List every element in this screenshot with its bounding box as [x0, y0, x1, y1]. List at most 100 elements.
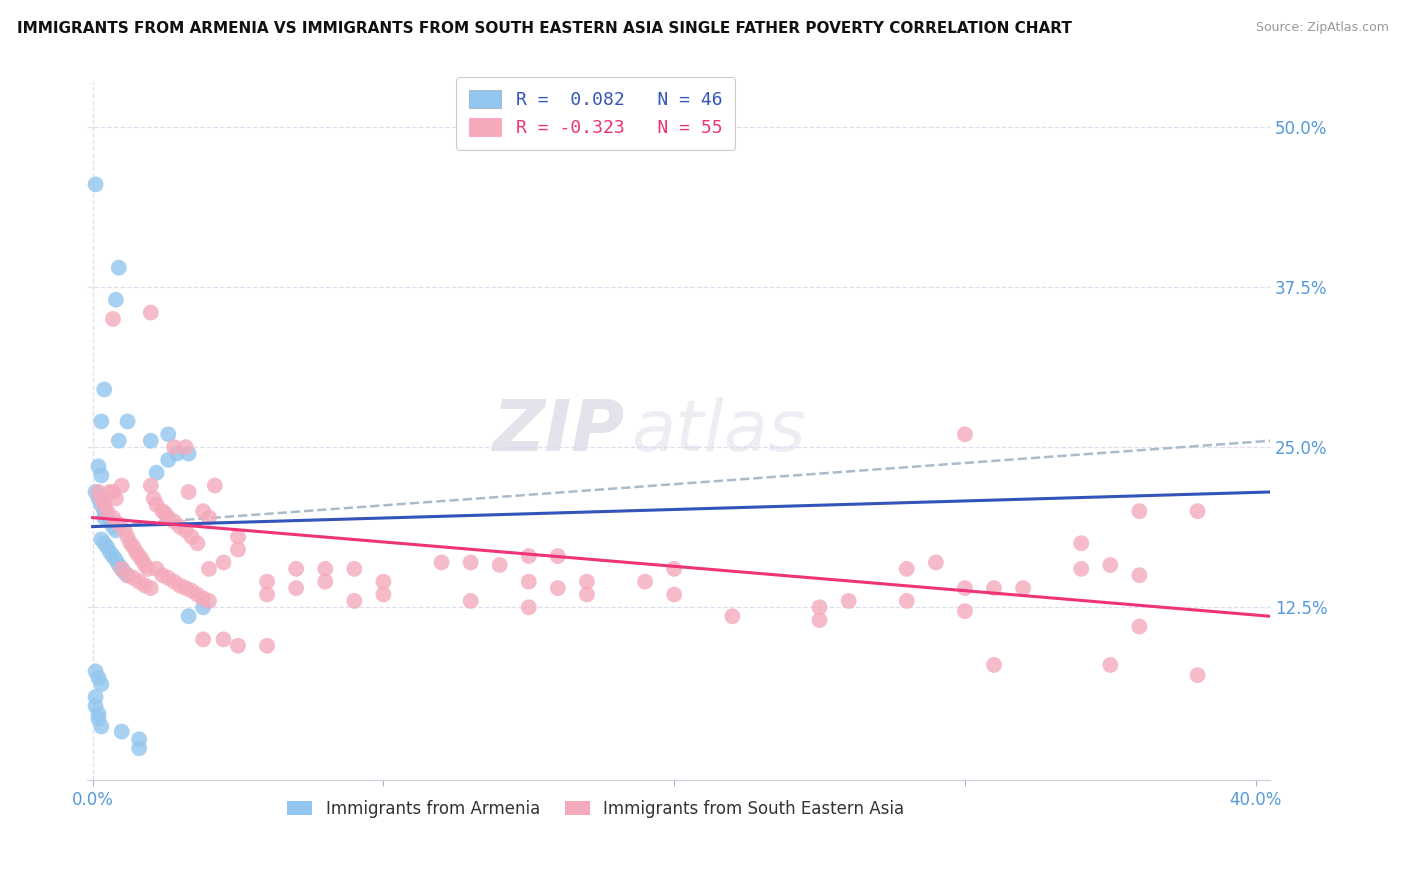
Point: [134, 578, 156, 592]
Point: [108, 434, 131, 448]
Point: [1070, 562, 1092, 576]
Point: [1187, 504, 1209, 518]
Point: [186, 587, 208, 601]
Point: [128, 549, 150, 563]
Point: [145, 466, 167, 480]
Point: [547, 581, 569, 595]
Point: [136, 562, 159, 576]
Point: [101, 549, 124, 563]
Point: [163, 574, 186, 589]
Point: [84, 698, 107, 713]
Point: [226, 530, 249, 544]
Point: [111, 724, 134, 739]
Point: [84, 690, 107, 704]
Point: [117, 530, 139, 544]
Point: [198, 562, 221, 576]
Point: [174, 581, 197, 595]
Point: [142, 491, 165, 506]
Point: [1187, 668, 1209, 682]
Point: [139, 434, 162, 448]
Point: [191, 600, 214, 615]
Point: [174, 440, 197, 454]
Point: [953, 427, 976, 442]
Point: [373, 574, 395, 589]
Point: [87, 712, 110, 726]
Point: [373, 587, 395, 601]
Point: [177, 609, 200, 624]
Point: [488, 558, 510, 572]
Point: [163, 440, 186, 454]
Point: [128, 732, 150, 747]
Point: [131, 553, 153, 567]
Point: [983, 657, 1005, 672]
Text: ZIP: ZIP: [494, 397, 626, 466]
Point: [191, 632, 214, 647]
Point: [808, 613, 831, 627]
Point: [838, 594, 860, 608]
Point: [925, 556, 948, 570]
Point: [93, 383, 115, 397]
Point: [547, 549, 569, 563]
Point: [285, 581, 308, 595]
Point: [186, 536, 208, 550]
Point: [157, 427, 180, 442]
Point: [256, 639, 278, 653]
Point: [128, 574, 150, 589]
Point: [117, 568, 139, 582]
Point: [101, 510, 124, 524]
Point: [204, 478, 226, 492]
Point: [174, 524, 197, 538]
Legend: Immigrants from Armenia, Immigrants from South Eastern Asia: Immigrants from Armenia, Immigrants from…: [281, 793, 911, 824]
Point: [96, 540, 118, 554]
Text: IMMIGRANTS FROM ARMENIA VS IMMIGRANTS FROM SOUTH EASTERN ASIA SINGLE FATHER POVE: IMMIGRANTS FROM ARMENIA VS IMMIGRANTS FR…: [17, 21, 1071, 36]
Point: [111, 478, 134, 492]
Point: [90, 415, 112, 429]
Point: [896, 594, 918, 608]
Point: [152, 568, 174, 582]
Point: [128, 741, 150, 756]
Point: [575, 587, 598, 601]
Point: [1128, 504, 1150, 518]
Point: [226, 542, 249, 557]
Point: [198, 510, 221, 524]
Point: [212, 632, 235, 647]
Point: [108, 558, 131, 572]
Point: [169, 519, 191, 533]
Point: [460, 556, 482, 570]
Point: [122, 571, 145, 585]
Point: [111, 562, 134, 576]
Point: [84, 485, 107, 500]
Point: [256, 587, 278, 601]
Point: [98, 515, 121, 529]
Point: [87, 485, 110, 500]
Point: [90, 498, 112, 512]
Point: [1099, 558, 1122, 572]
Point: [314, 562, 336, 576]
Point: [1128, 619, 1150, 633]
Point: [166, 446, 188, 460]
Point: [93, 498, 115, 512]
Point: [983, 581, 1005, 595]
Point: [152, 504, 174, 518]
Point: [104, 553, 127, 567]
Point: [953, 604, 976, 618]
Point: [721, 609, 744, 624]
Point: [145, 562, 167, 576]
Point: [575, 574, 598, 589]
Point: [104, 293, 127, 307]
Point: [90, 491, 112, 506]
Point: [430, 556, 453, 570]
Point: [177, 485, 200, 500]
Point: [101, 519, 124, 533]
Point: [157, 510, 180, 524]
Point: [314, 574, 336, 589]
Point: [125, 545, 148, 559]
Point: [953, 581, 976, 595]
Point: [896, 562, 918, 576]
Point: [93, 510, 115, 524]
Point: [134, 558, 156, 572]
Point: [226, 639, 249, 653]
Point: [90, 533, 112, 547]
Point: [517, 549, 540, 563]
Point: [139, 581, 162, 595]
